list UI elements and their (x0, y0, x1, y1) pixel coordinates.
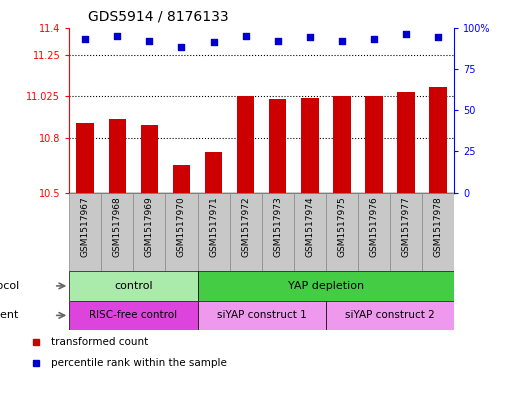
Point (81, 36, 89, 42)
Text: GSM1517969: GSM1517969 (145, 196, 154, 257)
Bar (365, 96, 383, 193)
Text: GSM1517972: GSM1517972 (241, 196, 250, 257)
Text: transformed count: transformed count (51, 337, 149, 347)
Text: siYAP construct 2: siYAP construct 2 (345, 310, 435, 320)
Point (113, 33, 122, 39)
Point (273, 38, 282, 44)
Bar (198, 193, 229, 271)
Bar (326, 193, 358, 271)
Bar (69, 193, 102, 271)
Bar (326, 301, 454, 330)
Text: protocol: protocol (0, 281, 19, 291)
Bar (76, 123, 94, 193)
Bar (422, 193, 454, 271)
Text: control: control (114, 281, 153, 291)
Bar (229, 193, 262, 271)
Bar (141, 125, 158, 193)
Text: GSM1517978: GSM1517978 (433, 196, 443, 257)
Bar (198, 271, 454, 301)
Point (434, 34, 442, 40)
Bar (333, 96, 350, 193)
Bar (237, 96, 254, 193)
Point (370, 36, 378, 42)
Bar (293, 193, 326, 271)
Bar (198, 301, 326, 330)
Text: GSM1517974: GSM1517974 (305, 196, 314, 257)
Text: agent: agent (0, 310, 19, 320)
Text: GSM1517971: GSM1517971 (209, 196, 218, 257)
Bar (205, 152, 222, 193)
Bar (109, 119, 126, 193)
Point (306, 34, 314, 40)
Bar (69, 271, 198, 301)
Bar (269, 99, 286, 193)
Text: GSM1517976: GSM1517976 (369, 196, 379, 257)
Bar (165, 193, 198, 271)
Point (402, 31, 410, 37)
Bar (102, 193, 133, 271)
Text: GSM1517968: GSM1517968 (113, 196, 122, 257)
Text: GDS5914 / 8176133: GDS5914 / 8176133 (89, 9, 229, 24)
Bar (358, 193, 390, 271)
Point (242, 33, 250, 39)
Point (338, 38, 346, 44)
Bar (262, 193, 293, 271)
Text: percentile rank within the sample: percentile rank within the sample (51, 358, 227, 368)
Text: siYAP construct 1: siYAP construct 1 (217, 310, 306, 320)
Point (145, 38, 153, 44)
Text: GSM1517977: GSM1517977 (401, 196, 410, 257)
Text: GSM1517967: GSM1517967 (81, 196, 90, 257)
Text: GSM1517970: GSM1517970 (177, 196, 186, 257)
Bar (69, 301, 198, 330)
Text: YAP depletion: YAP depletion (288, 281, 364, 291)
Bar (301, 98, 319, 193)
Text: GSM1517975: GSM1517975 (337, 196, 346, 257)
Bar (390, 193, 422, 271)
Text: GSM1517973: GSM1517973 (273, 196, 282, 257)
Text: RISC-free control: RISC-free control (89, 310, 177, 320)
Point (177, 44, 186, 50)
Bar (429, 87, 447, 193)
Bar (133, 193, 165, 271)
Point (209, 39, 218, 46)
Bar (397, 92, 415, 193)
Bar (173, 165, 190, 193)
